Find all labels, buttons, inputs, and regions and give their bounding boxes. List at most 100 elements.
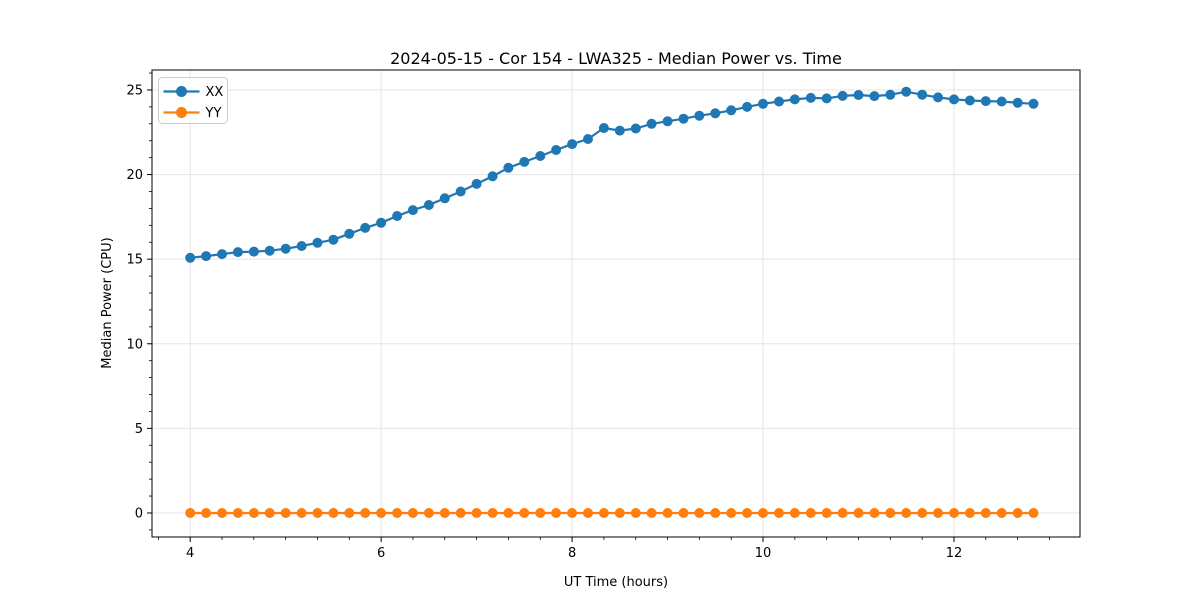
data-point-marker <box>185 252 196 263</box>
data-point-marker <box>423 508 434 518</box>
data-point-marker <box>407 205 418 216</box>
data-point-marker <box>821 93 832 104</box>
data-point-marker <box>933 92 943 103</box>
data-point-marker <box>853 90 864 100</box>
chart-title: 2024-05-15 - Cor 154 - LWA325 - Median P… <box>390 49 842 68</box>
data-point-marker <box>423 200 434 210</box>
data-point-marker <box>901 508 912 518</box>
data-point-marker <box>201 251 212 262</box>
data-point-marker <box>980 508 991 518</box>
data-point-marker <box>853 508 864 518</box>
data-point-marker <box>710 508 721 518</box>
data-point-marker <box>614 125 625 136</box>
data-point-marker <box>1028 98 1039 109</box>
data-point-marker <box>678 113 689 124</box>
legend-label-xx: XX <box>206 85 224 100</box>
data-point-marker <box>217 249 227 260</box>
plot-border <box>151 69 1081 538</box>
data-point-marker <box>598 508 609 518</box>
data-point-marker <box>949 94 959 105</box>
data-point-marker <box>551 508 562 518</box>
y-tick-label: 0 <box>135 506 143 521</box>
data-point-marker <box>392 211 403 221</box>
data-point-marker <box>980 96 991 107</box>
data-point-marker <box>376 217 387 228</box>
data-point-marker <box>519 508 530 518</box>
data-point-marker <box>1028 508 1039 518</box>
data-point-marker <box>630 123 641 134</box>
data-point-marker <box>487 508 498 518</box>
data-point-marker <box>630 508 641 518</box>
data-point-marker <box>598 123 609 133</box>
data-point-marker <box>519 156 530 167</box>
data-point-marker <box>917 89 928 100</box>
data-point-marker <box>344 228 355 239</box>
legend-label-yy: YY <box>205 106 222 121</box>
legend-marker <box>176 86 187 97</box>
data-point-marker <box>392 508 403 518</box>
data-point-marker <box>996 508 1007 518</box>
data-point-marker <box>487 171 498 182</box>
data-point-marker <box>646 118 657 129</box>
data-point-marker <box>662 508 673 518</box>
data-point-marker <box>726 508 737 518</box>
data-point-marker <box>726 105 737 116</box>
data-point-marker <box>360 222 371 233</box>
data-point-marker <box>264 508 275 518</box>
data-point-marker <box>296 508 307 518</box>
data-point-marker <box>535 508 546 518</box>
y-tick-label: 10 <box>126 337 143 352</box>
data-point-marker <box>185 508 196 518</box>
data-point-marker <box>455 508 466 518</box>
tick-labels: 4 6 8 10 12 0 5 10 15 20 25 <box>126 83 962 561</box>
data-point-marker <box>742 101 753 112</box>
data-point-marker <box>917 508 928 518</box>
data-point-marker <box>312 508 323 518</box>
x-tick-label: 8 <box>568 546 576 561</box>
data-point-marker <box>439 508 450 518</box>
data-point-marker <box>678 508 689 518</box>
data-point-marker <box>885 89 896 100</box>
data-point-marker <box>789 508 800 518</box>
data-point-marker <box>407 508 418 518</box>
data-point-marker <box>742 508 753 518</box>
data-point-marker <box>583 134 593 144</box>
data-point-marker <box>869 91 880 102</box>
y-tick-label: 5 <box>135 422 143 437</box>
series-yy-markers <box>185 508 1039 518</box>
legend: XX YY <box>158 77 228 124</box>
y-axis-label: Median Power (CPU) <box>100 237 115 368</box>
data-point-marker <box>360 508 371 518</box>
data-point-marker <box>758 508 768 518</box>
data-point-marker <box>805 508 816 518</box>
data-point-marker <box>439 193 450 204</box>
data-point-marker <box>837 508 848 518</box>
data-point-marker <box>614 508 625 518</box>
data-series <box>185 86 1039 518</box>
data-point-marker <box>805 92 816 103</box>
data-point-marker <box>567 139 578 150</box>
data-point-marker <box>551 145 562 155</box>
data-point-marker <box>964 508 975 518</box>
x-tick-label: 10 <box>755 546 772 561</box>
data-point-marker <box>949 508 959 518</box>
data-point-marker <box>885 508 896 518</box>
data-point-marker <box>869 508 880 518</box>
series-xx-markers <box>185 86 1039 263</box>
data-point-marker <box>1012 508 1023 518</box>
data-point-marker <box>535 151 546 161</box>
data-point-marker <box>232 247 243 258</box>
x-axis-label: UT Time (hours) <box>564 575 668 590</box>
data-point-marker <box>996 96 1007 107</box>
data-point-marker <box>901 86 912 97</box>
data-point-marker <box>758 98 768 109</box>
data-point-marker <box>964 95 975 106</box>
data-point-marker <box>248 508 259 518</box>
axis-ticks <box>147 72 1050 542</box>
data-point-marker <box>344 508 355 518</box>
data-point-marker <box>933 508 943 518</box>
data-point-marker <box>774 96 784 107</box>
y-tick-label: 20 <box>126 168 143 183</box>
data-point-marker <box>774 508 784 518</box>
